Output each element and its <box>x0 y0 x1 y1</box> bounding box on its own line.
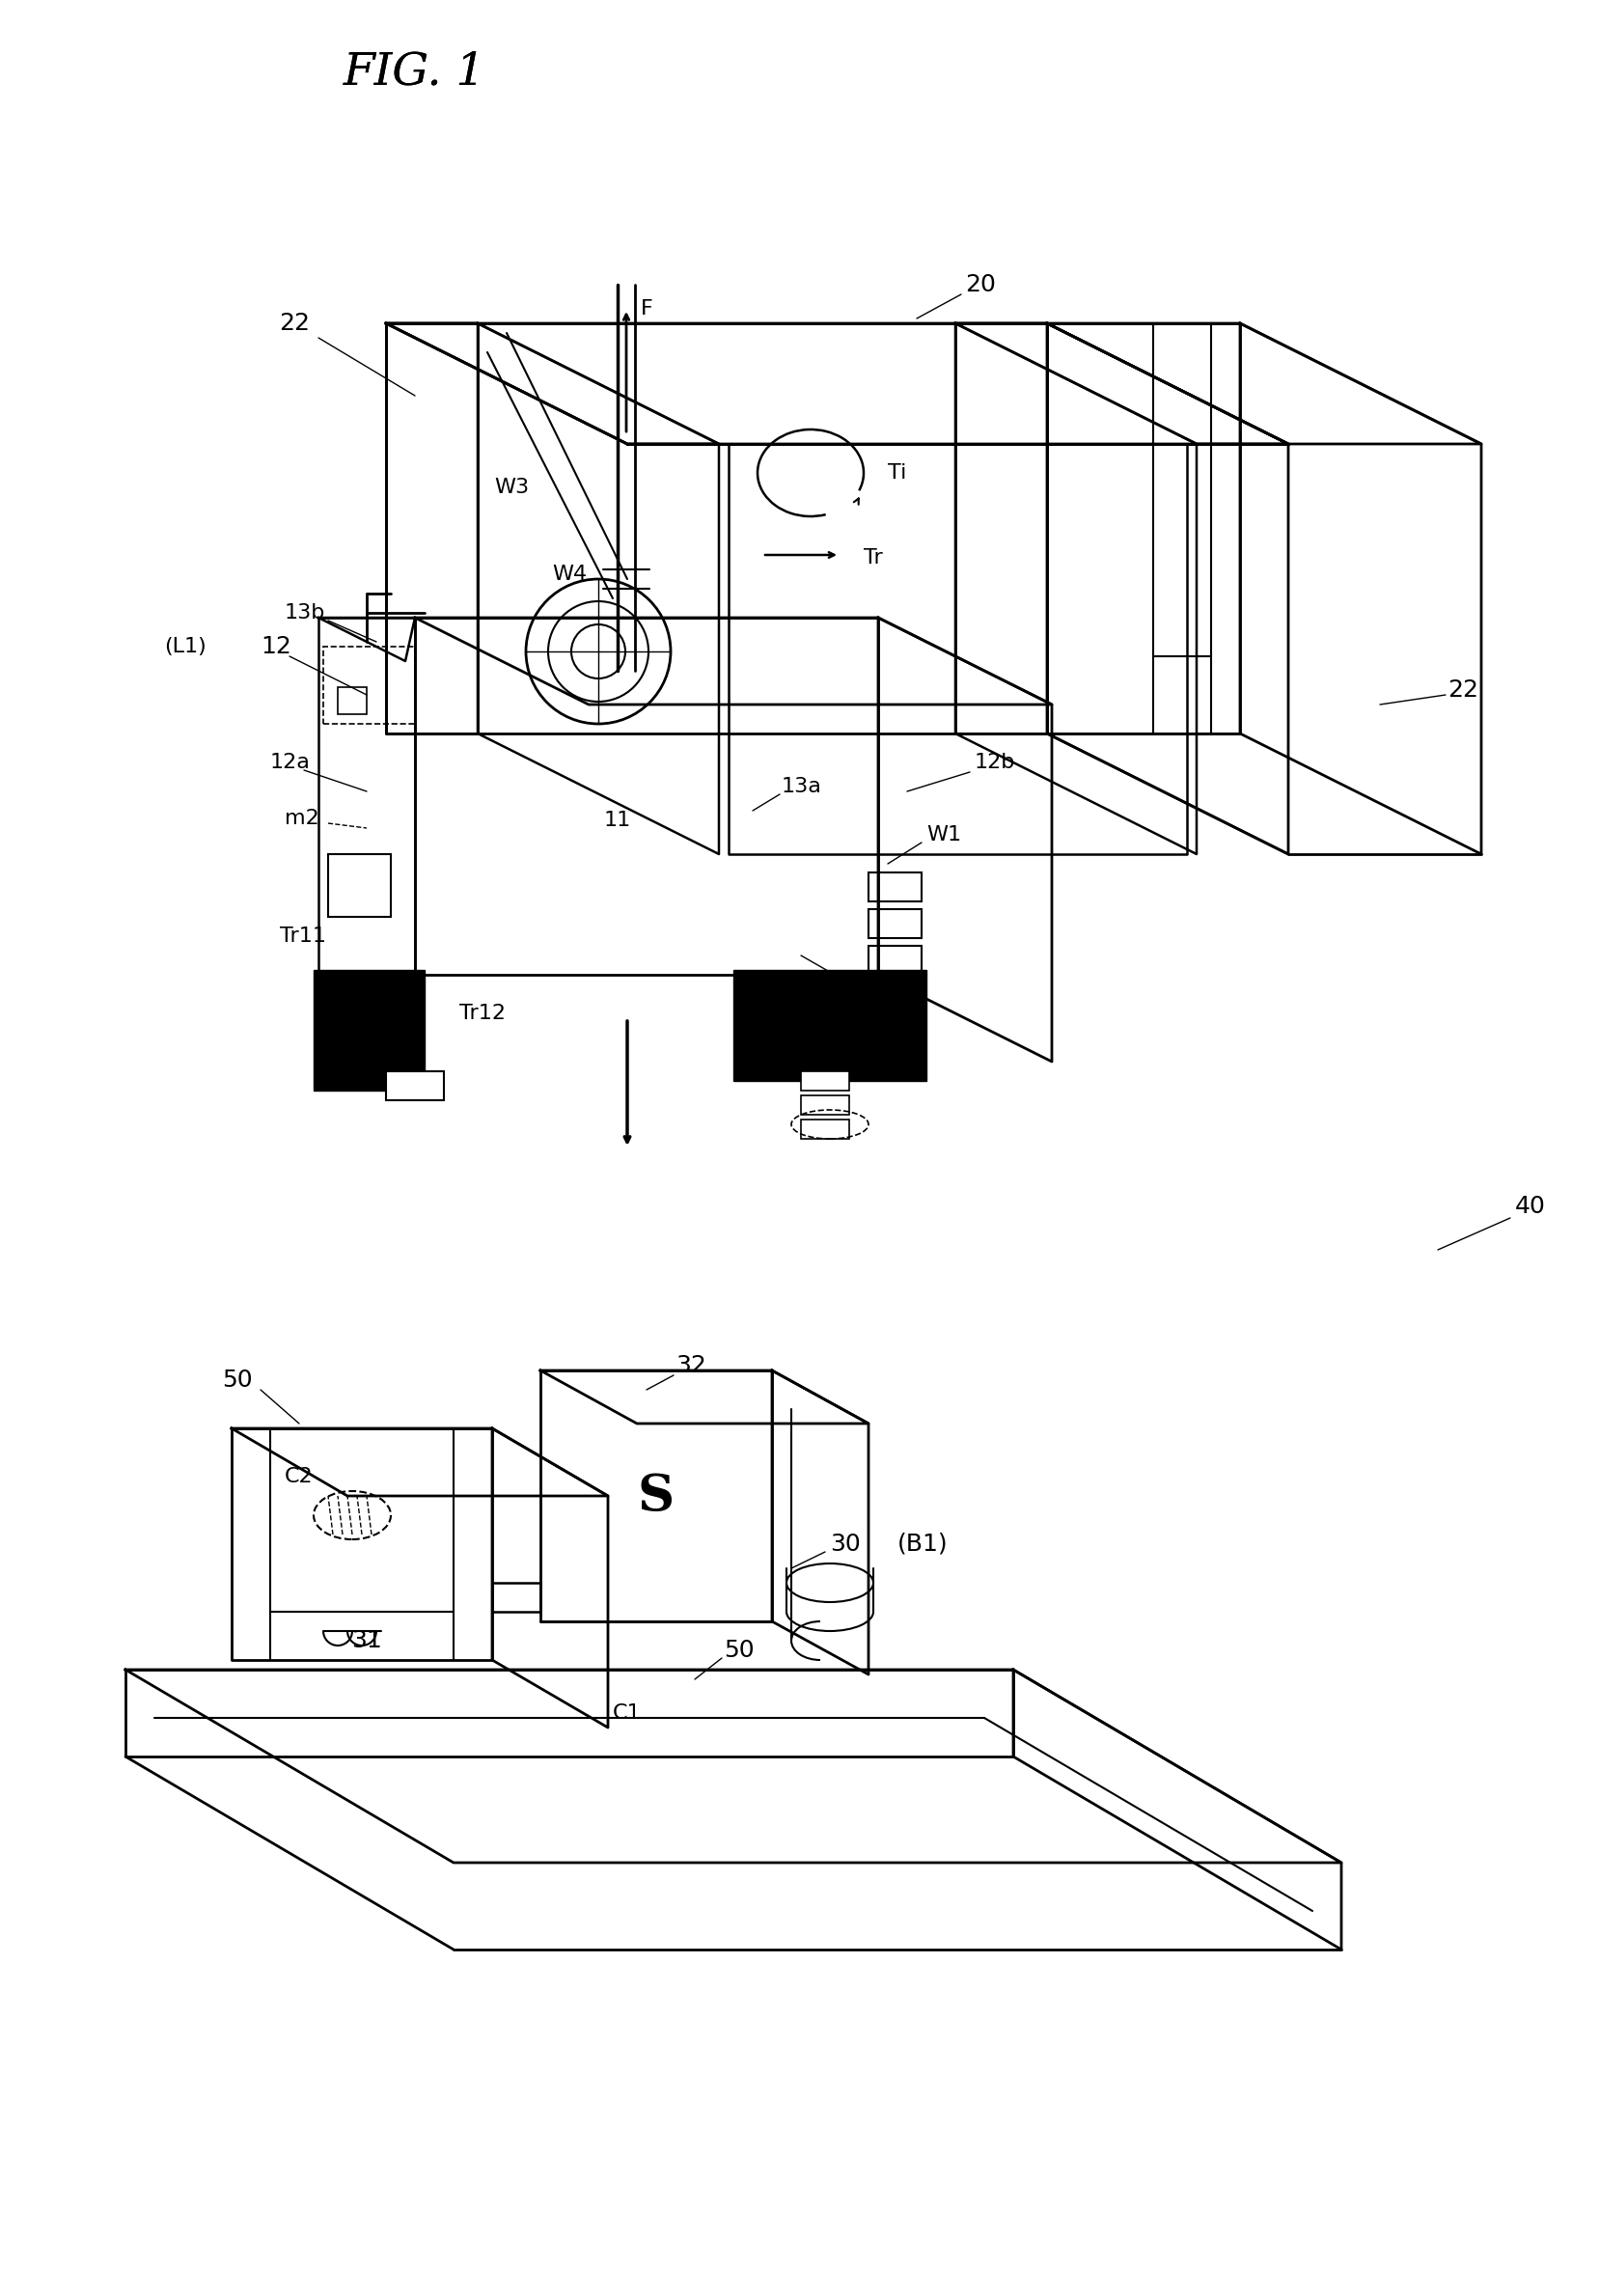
Text: W4: W4 <box>552 565 587 583</box>
Text: 13b: 13b <box>285 604 325 622</box>
Bar <box>868 909 921 939</box>
Text: 20: 20 <box>964 273 995 296</box>
Text: Tr11: Tr11 <box>280 928 326 946</box>
Text: 30: 30 <box>830 1534 860 1557</box>
Bar <box>801 1120 849 1139</box>
Text: FIG. 1: FIG. 1 <box>344 51 486 94</box>
Text: 31: 31 <box>352 1630 382 1653</box>
Bar <box>801 1095 849 1114</box>
Text: 40: 40 <box>1514 1194 1545 1217</box>
Text: 13a: 13a <box>782 776 822 797</box>
Text: (B1): (B1) <box>897 1534 948 1557</box>
Text: Tr: Tr <box>863 549 883 567</box>
Text: S: S <box>638 1472 675 1520</box>
Text: 11: 11 <box>603 810 632 829</box>
Text: 22: 22 <box>1447 680 1477 703</box>
Text: C2: C2 <box>285 1467 313 1486</box>
Bar <box>868 946 921 976</box>
Text: C1: C1 <box>612 1704 641 1722</box>
Text: F: F <box>640 298 652 319</box>
Text: m1: m1 <box>839 990 873 1008</box>
Text: 50: 50 <box>222 1368 253 1391</box>
Text: 12: 12 <box>261 636 291 659</box>
Text: F1: F1 <box>342 985 368 1003</box>
Text: 12a: 12a <box>270 753 310 771</box>
Bar <box>337 687 366 714</box>
Text: W1: W1 <box>926 824 961 845</box>
Text: 32: 32 <box>675 1355 705 1378</box>
Polygon shape <box>732 969 926 1081</box>
Bar <box>323 647 414 723</box>
Bar <box>328 854 390 916</box>
Polygon shape <box>313 969 424 1091</box>
Text: Ti: Ti <box>887 464 907 482</box>
Text: 50: 50 <box>723 1639 753 1662</box>
Text: (L1): (L1) <box>165 636 206 657</box>
Ellipse shape <box>787 1564 873 1603</box>
Text: FIG. 1: FIG. 1 <box>344 51 486 94</box>
Bar <box>868 872 921 902</box>
Bar <box>385 1072 443 1100</box>
Text: 12b: 12b <box>974 753 1015 771</box>
Text: m2: m2 <box>285 808 318 829</box>
Text: W3: W3 <box>494 478 529 496</box>
Text: Tr12: Tr12 <box>459 1003 505 1024</box>
Text: W2: W2 <box>839 969 875 990</box>
Text: 22: 22 <box>278 312 310 335</box>
Bar <box>801 1072 849 1091</box>
